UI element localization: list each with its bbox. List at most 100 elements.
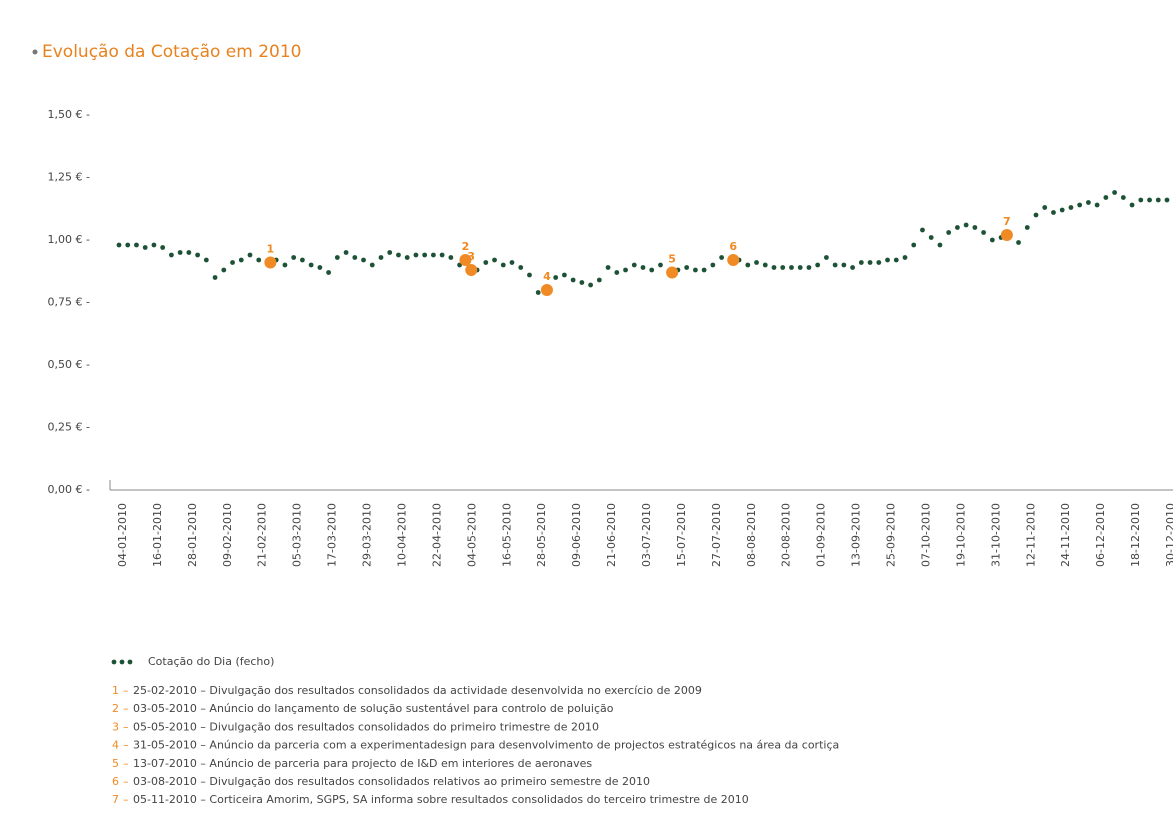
price-dot [1024, 225, 1030, 230]
price-dot [684, 265, 690, 270]
price-dot [291, 255, 297, 260]
event-marker [459, 254, 472, 266]
x-tick-label: 09-02-2010 [221, 503, 234, 567]
price-dot [352, 255, 358, 260]
price-dot [151, 242, 157, 248]
price-dot [448, 255, 454, 260]
price-dot [981, 230, 986, 235]
event-number: 1 [267, 243, 275, 256]
price-dot [824, 255, 829, 260]
event-marker [666, 266, 679, 279]
x-tick-label: 29-03-2010 [361, 503, 374, 567]
price-dot [937, 242, 943, 248]
event-marker [727, 254, 740, 266]
price-dot [771, 265, 777, 270]
price-dot [972, 225, 978, 230]
x-tick-label: 30-12-2010 [1164, 503, 1173, 567]
price-dot [343, 250, 349, 255]
dash: – [123, 775, 129, 788]
price-dot [553, 275, 559, 280]
price-dot [125, 242, 131, 248]
price-dot [326, 270, 331, 275]
price-dot [631, 262, 637, 268]
price-dot [221, 267, 227, 273]
price-dot [1164, 197, 1170, 203]
event-legend-number: 2– [112, 702, 129, 715]
x-tick-label: 28-05-2010 [535, 503, 548, 567]
price-dot [893, 257, 899, 263]
y-tick-label: 0,25 € - [48, 421, 90, 434]
price-dot [955, 225, 960, 230]
event-legend-number: 3 [112, 720, 119, 733]
price-dot [858, 260, 864, 265]
event-legend-number: 4 [112, 739, 119, 752]
event-description: 25-02-2010 – Divulgação dos resultados c… [133, 684, 702, 697]
price-dot [1033, 212, 1039, 218]
price-dot [797, 265, 803, 270]
event-number: 7 [1003, 215, 1011, 228]
chart-title: Evolução da Cotação em 2010 [42, 42, 302, 62]
event-legend-number: 5– [112, 757, 129, 770]
price-dot [160, 245, 166, 250]
x-tick-label: 25-09-2010 [885, 503, 898, 567]
price-dot [719, 255, 724, 260]
dash: – [123, 793, 129, 806]
event-marker [1000, 229, 1013, 241]
price-dot [614, 270, 620, 275]
price-dot [413, 252, 419, 258]
event-description: 31-05-2010 – Anúncio da parceria com a e… [133, 739, 839, 752]
x-tick-label: 28-01-2010 [186, 503, 199, 567]
price-dot [1059, 207, 1065, 213]
price-dot [500, 262, 506, 268]
price-dot [579, 280, 585, 285]
x-tick-label: 03-07-2010 [640, 503, 653, 567]
price-dot [1129, 202, 1135, 208]
price-dot [928, 235, 934, 240]
y-tick-label: 1,00 € - [48, 233, 90, 246]
price-dot [134, 242, 139, 248]
x-tick-label: 16-01-2010 [151, 503, 164, 567]
price-dot [701, 267, 707, 273]
y-tick-label: 0,75 € - [48, 296, 90, 309]
title-bullet [32, 49, 38, 55]
x-tick-label: 20-08-2010 [780, 503, 793, 567]
event-legend-number: 5 [112, 757, 119, 770]
event-number: 4 [543, 270, 551, 283]
price-dot [1147, 197, 1152, 203]
price-dot [431, 252, 436, 258]
price-dot [570, 277, 576, 283]
event-marker [465, 264, 478, 276]
event-legend-number: 1 [112, 684, 119, 697]
event-marker [264, 256, 277, 269]
price-dot [1138, 197, 1144, 203]
x-tick-label: 16-05-2010 [500, 503, 513, 567]
event-number: 2 [462, 240, 470, 253]
event-marker [540, 284, 553, 296]
price-dot [876, 260, 882, 265]
price-dot [404, 255, 410, 260]
dash: – [123, 739, 129, 752]
price-dot [841, 262, 847, 268]
dash: – [123, 702, 129, 715]
price-dot [308, 262, 314, 268]
price-dot [116, 242, 122, 248]
price-dot [658, 262, 663, 268]
event-description: 05-05-2010 – Divulgação dos resultados c… [133, 720, 599, 733]
price-dot [1094, 202, 1100, 208]
legend-dot [111, 659, 117, 665]
price-dot [334, 255, 340, 260]
price-dot [535, 290, 541, 295]
price-dot [317, 265, 323, 270]
price-dot [509, 260, 515, 265]
price-dot [762, 262, 768, 268]
price-dot [780, 265, 786, 270]
legend-label: Cotação do Dia (fecho) [148, 655, 274, 668]
x-tick-label: 15-07-2010 [675, 503, 688, 567]
price-dot [745, 262, 751, 268]
price-dot [1016, 240, 1021, 245]
price-dot [885, 257, 890, 263]
price-dot [832, 262, 838, 268]
price-dot [422, 252, 428, 258]
